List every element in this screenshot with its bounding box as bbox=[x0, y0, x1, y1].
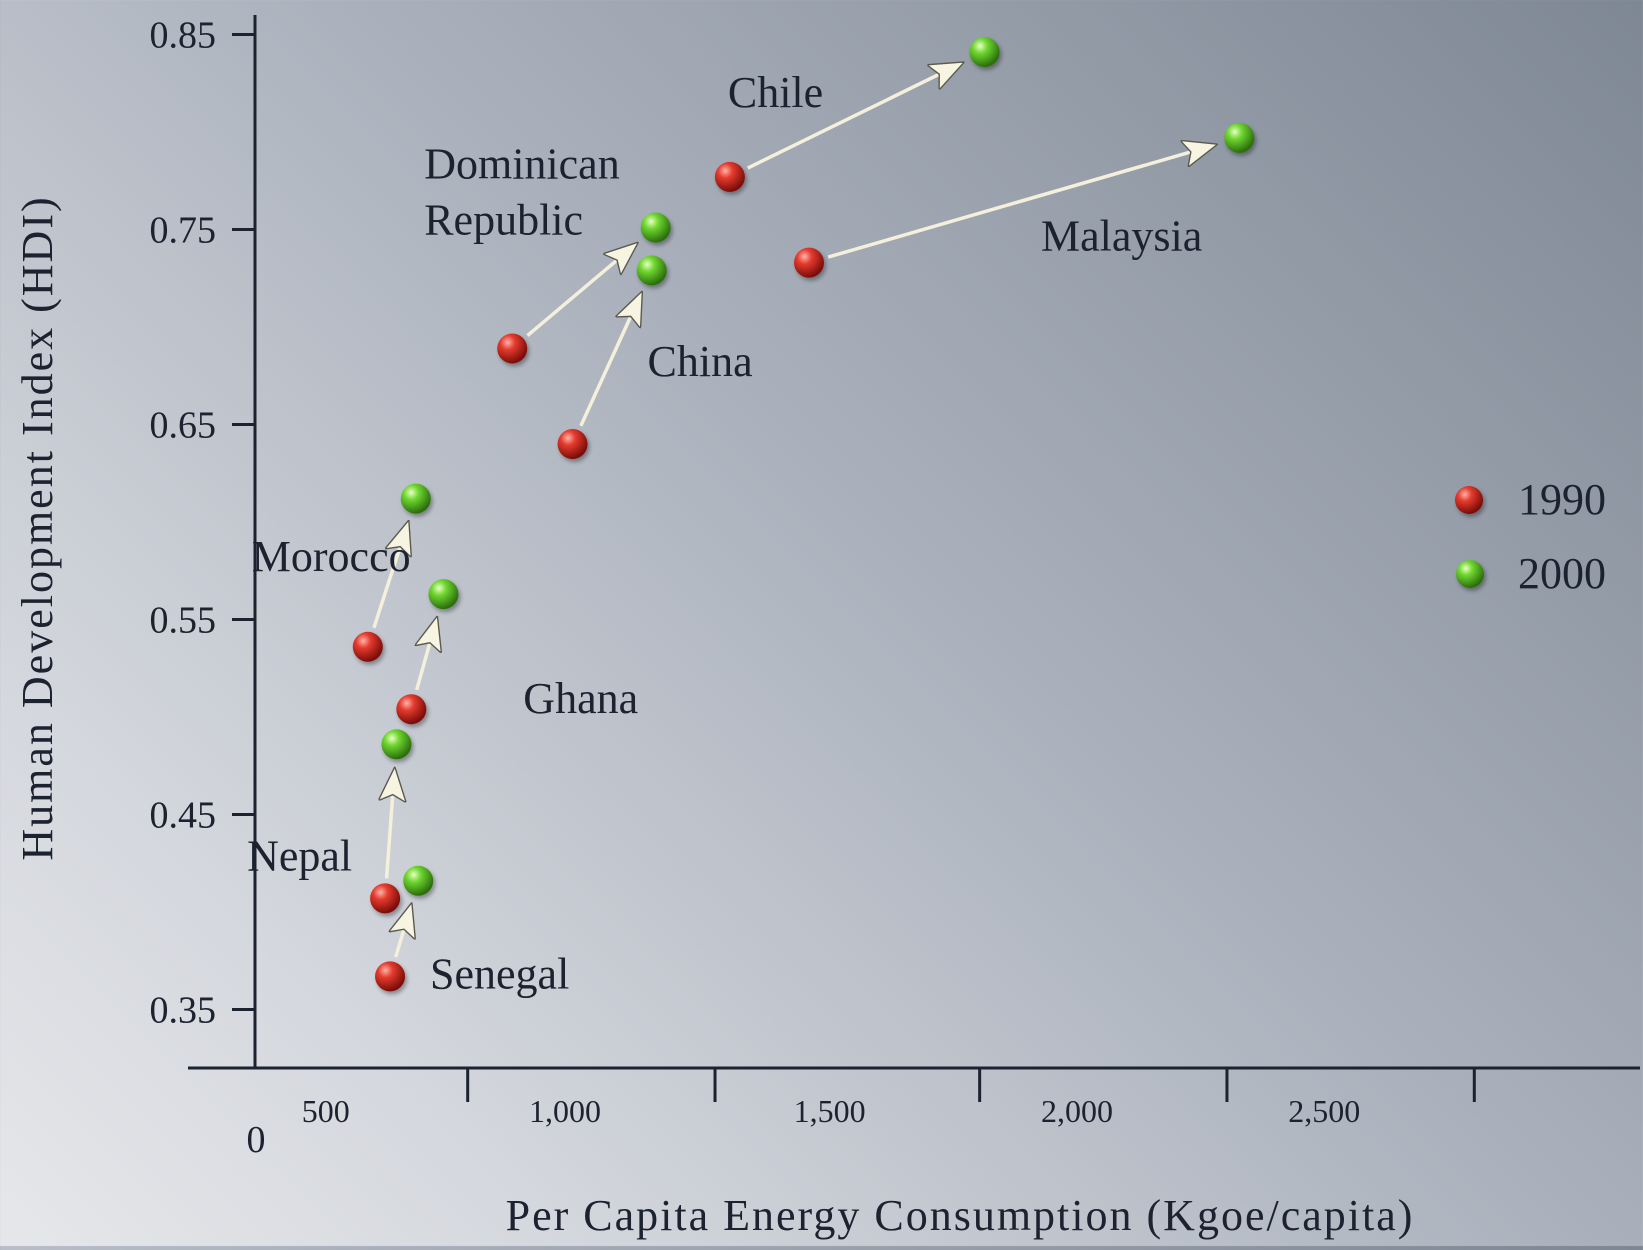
legend-label-1990: 1990 bbox=[1518, 475, 1606, 524]
point-2000 bbox=[969, 37, 1000, 68]
point-1990 bbox=[375, 961, 406, 992]
y-ticks: 0.35 0.45 0.55 0.65 0.75 0.85 bbox=[150, 15, 255, 1032]
legend-marker-2000 bbox=[1456, 560, 1484, 588]
y-axis-title: Human Development Index (HDI) bbox=[13, 195, 62, 860]
country-label-line: Dominican bbox=[424, 139, 620, 188]
points bbox=[352, 37, 1255, 992]
country-label-line: Ghana bbox=[523, 674, 638, 723]
y-tick-label: 0.35 bbox=[150, 990, 217, 1032]
point-1990 bbox=[370, 883, 401, 914]
x-axis-title: Per Capita Energy Consumption (Kgoe/capi… bbox=[506, 1191, 1415, 1240]
y-tick-label: 0.45 bbox=[150, 795, 217, 837]
trend-arrow bbox=[372, 523, 408, 629]
legend-label-2000: 2000 bbox=[1518, 549, 1606, 598]
trend-arrow bbox=[417, 619, 437, 691]
point-2000 bbox=[636, 255, 667, 286]
country-label-line: Republic bbox=[424, 195, 583, 244]
arrows bbox=[372, 63, 1214, 958]
x-tick-label: 2,500 bbox=[1288, 1093, 1360, 1129]
legend-marker-1990 bbox=[1455, 486, 1483, 514]
y-tick-label: 0.55 bbox=[150, 600, 217, 642]
x-ticks: 500 1,000 1,500 2,000 2,500 bbox=[302, 1068, 1476, 1129]
x-tick-label: 2,000 bbox=[1041, 1093, 1113, 1129]
legend: 1990 2000 bbox=[1455, 475, 1606, 598]
y-tick-label: 0.85 bbox=[150, 15, 217, 57]
trend-arrow bbox=[396, 906, 411, 958]
country-label-line: Malaysia bbox=[1041, 212, 1202, 261]
x-tick-label: 500 bbox=[302, 1093, 350, 1129]
point-2000 bbox=[428, 579, 459, 610]
point-1990 bbox=[352, 631, 383, 662]
point-1990 bbox=[497, 333, 528, 364]
country-label: Chile bbox=[728, 68, 823, 117]
country-label-line: China bbox=[648, 337, 753, 386]
country-label-line: Nepal bbox=[247, 831, 352, 880]
axes bbox=[188, 15, 1640, 1070]
country-label-line: Chile bbox=[728, 68, 823, 117]
point-1990 bbox=[557, 429, 588, 459]
trend-arrow bbox=[827, 145, 1214, 259]
trend-arrow bbox=[526, 244, 636, 337]
country-label: Ghana bbox=[523, 674, 638, 723]
x-tick-label: 1,000 bbox=[529, 1093, 601, 1129]
country-label: China bbox=[648, 337, 753, 386]
point-2000 bbox=[640, 212, 671, 243]
point-1990 bbox=[714, 161, 745, 192]
point-2000 bbox=[403, 865, 434, 896]
x-origin-label: 0 bbox=[247, 1119, 266, 1161]
y-tick-label: 0.65 bbox=[150, 405, 217, 447]
y-tick-label: 0.75 bbox=[150, 210, 217, 252]
trend-arrow bbox=[579, 294, 641, 427]
point-1990 bbox=[794, 247, 824, 278]
trend-arrow bbox=[387, 770, 395, 879]
point-2000 bbox=[400, 483, 431, 514]
point-2000 bbox=[1224, 122, 1255, 153]
country-labels: Chile Malaysia Dominican Republic China Moroc… bbox=[247, 68, 1202, 998]
country-label: Malaysia bbox=[1041, 212, 1202, 261]
point-1990 bbox=[396, 694, 427, 725]
point-2000 bbox=[381, 729, 412, 760]
trend-arrow bbox=[747, 63, 961, 170]
country-label: Morocco bbox=[252, 532, 411, 581]
country-label-line: Senegal bbox=[430, 949, 569, 998]
country-label: Senegal bbox=[430, 949, 569, 998]
country-label: Dominican Republic bbox=[424, 139, 620, 244]
country-label-line: Morocco bbox=[252, 532, 411, 581]
country-label: Nepal bbox=[247, 831, 352, 880]
x-tick-label: 1,500 bbox=[794, 1093, 866, 1129]
